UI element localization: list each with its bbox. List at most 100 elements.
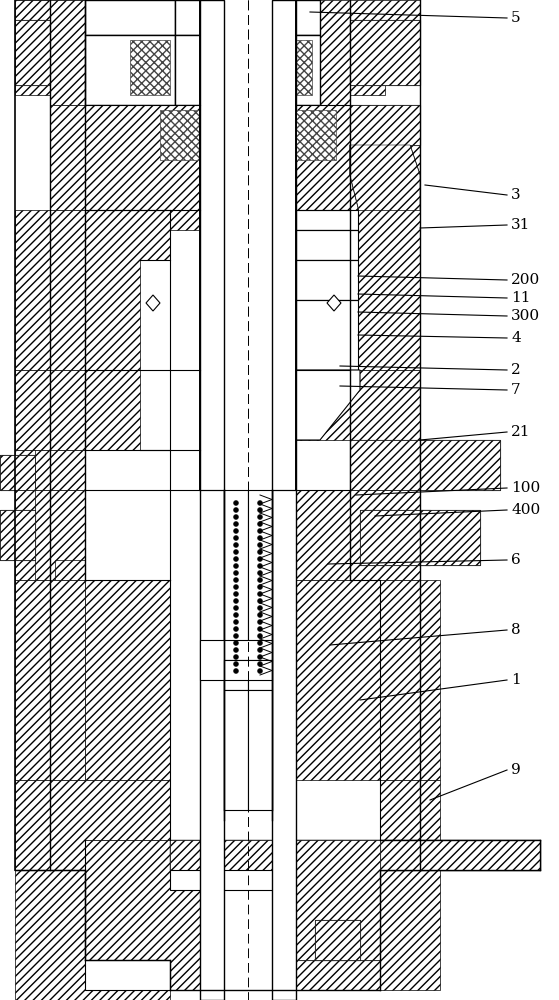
- Text: 300: 300: [511, 309, 540, 323]
- Text: 9: 9: [511, 763, 521, 777]
- Circle shape: [258, 542, 263, 548]
- Polygon shape: [320, 0, 420, 105]
- Circle shape: [258, 536, 263, 540]
- Circle shape: [258, 500, 263, 506]
- Text: 31: 31: [511, 218, 530, 232]
- Circle shape: [258, 508, 263, 512]
- Polygon shape: [272, 40, 312, 95]
- Circle shape: [234, 654, 239, 660]
- Polygon shape: [224, 490, 248, 690]
- Circle shape: [234, 536, 239, 540]
- Text: 21: 21: [511, 425, 530, 439]
- Polygon shape: [296, 370, 420, 450]
- Polygon shape: [15, 0, 85, 105]
- Polygon shape: [296, 490, 420, 580]
- Polygon shape: [296, 230, 358, 260]
- Polygon shape: [420, 440, 500, 490]
- Polygon shape: [170, 840, 540, 870]
- Polygon shape: [85, 580, 170, 780]
- Polygon shape: [380, 580, 440, 780]
- Bar: [224, 490, 272, 690]
- Polygon shape: [85, 210, 170, 370]
- Polygon shape: [200, 0, 224, 1000]
- Circle shape: [258, 668, 263, 674]
- Polygon shape: [248, 690, 272, 810]
- Polygon shape: [15, 210, 85, 370]
- Polygon shape: [0, 510, 35, 560]
- Circle shape: [258, 584, 263, 589]
- Circle shape: [234, 522, 239, 526]
- Text: 8: 8: [511, 623, 520, 637]
- Polygon shape: [85, 370, 140, 450]
- Polygon shape: [85, 35, 175, 105]
- Polygon shape: [296, 580, 380, 780]
- Circle shape: [234, 556, 239, 562]
- Polygon shape: [15, 580, 85, 780]
- Polygon shape: [35, 490, 85, 580]
- Polygon shape: [15, 0, 540, 990]
- Circle shape: [234, 605, 239, 610]
- Polygon shape: [50, 105, 200, 230]
- Circle shape: [258, 619, 263, 624]
- Polygon shape: [15, 490, 85, 580]
- Text: 400: 400: [511, 503, 540, 517]
- Polygon shape: [0, 510, 35, 560]
- Circle shape: [258, 564, 263, 568]
- Polygon shape: [350, 440, 430, 490]
- Text: 100: 100: [511, 481, 540, 495]
- Polygon shape: [15, 370, 85, 450]
- Polygon shape: [420, 440, 500, 490]
- Polygon shape: [420, 510, 480, 565]
- Text: 7: 7: [511, 383, 520, 397]
- Polygon shape: [272, 0, 296, 1000]
- Polygon shape: [170, 840, 540, 870]
- Circle shape: [258, 612, 263, 617]
- Polygon shape: [200, 640, 272, 680]
- Circle shape: [258, 662, 263, 666]
- Polygon shape: [175, 35, 320, 105]
- Polygon shape: [350, 440, 430, 490]
- Polygon shape: [296, 300, 358, 370]
- Polygon shape: [296, 210, 350, 370]
- Polygon shape: [327, 295, 341, 311]
- Polygon shape: [350, 20, 420, 85]
- Polygon shape: [130, 40, 170, 95]
- Polygon shape: [296, 840, 380, 960]
- Polygon shape: [15, 870, 170, 1000]
- Circle shape: [258, 528, 263, 534]
- Circle shape: [234, 528, 239, 534]
- Polygon shape: [15, 20, 50, 85]
- Circle shape: [234, 514, 239, 520]
- Circle shape: [234, 508, 239, 512]
- Circle shape: [258, 591, 263, 596]
- Bar: [200, 0, 296, 490]
- Circle shape: [234, 542, 239, 548]
- Circle shape: [258, 654, 263, 660]
- Polygon shape: [350, 145, 420, 215]
- Bar: [224, 490, 272, 810]
- Polygon shape: [296, 210, 358, 230]
- Text: 2: 2: [511, 363, 521, 377]
- Bar: [224, 0, 272, 1000]
- Circle shape: [234, 500, 239, 506]
- Polygon shape: [350, 145, 420, 215]
- Polygon shape: [296, 105, 420, 230]
- Text: 6: 6: [511, 553, 521, 567]
- Circle shape: [234, 612, 239, 617]
- Circle shape: [258, 598, 263, 603]
- Polygon shape: [224, 660, 272, 680]
- Polygon shape: [0, 455, 35, 490]
- Circle shape: [234, 626, 239, 632]
- Circle shape: [234, 668, 239, 674]
- Text: 4: 4: [511, 331, 521, 345]
- Polygon shape: [360, 510, 430, 565]
- Circle shape: [258, 605, 263, 610]
- Circle shape: [258, 578, 263, 582]
- Circle shape: [234, 578, 239, 582]
- Circle shape: [234, 550, 239, 554]
- Circle shape: [234, 648, 239, 652]
- Polygon shape: [380, 780, 540, 990]
- Circle shape: [258, 648, 263, 652]
- Circle shape: [258, 514, 263, 520]
- Circle shape: [234, 641, 239, 646]
